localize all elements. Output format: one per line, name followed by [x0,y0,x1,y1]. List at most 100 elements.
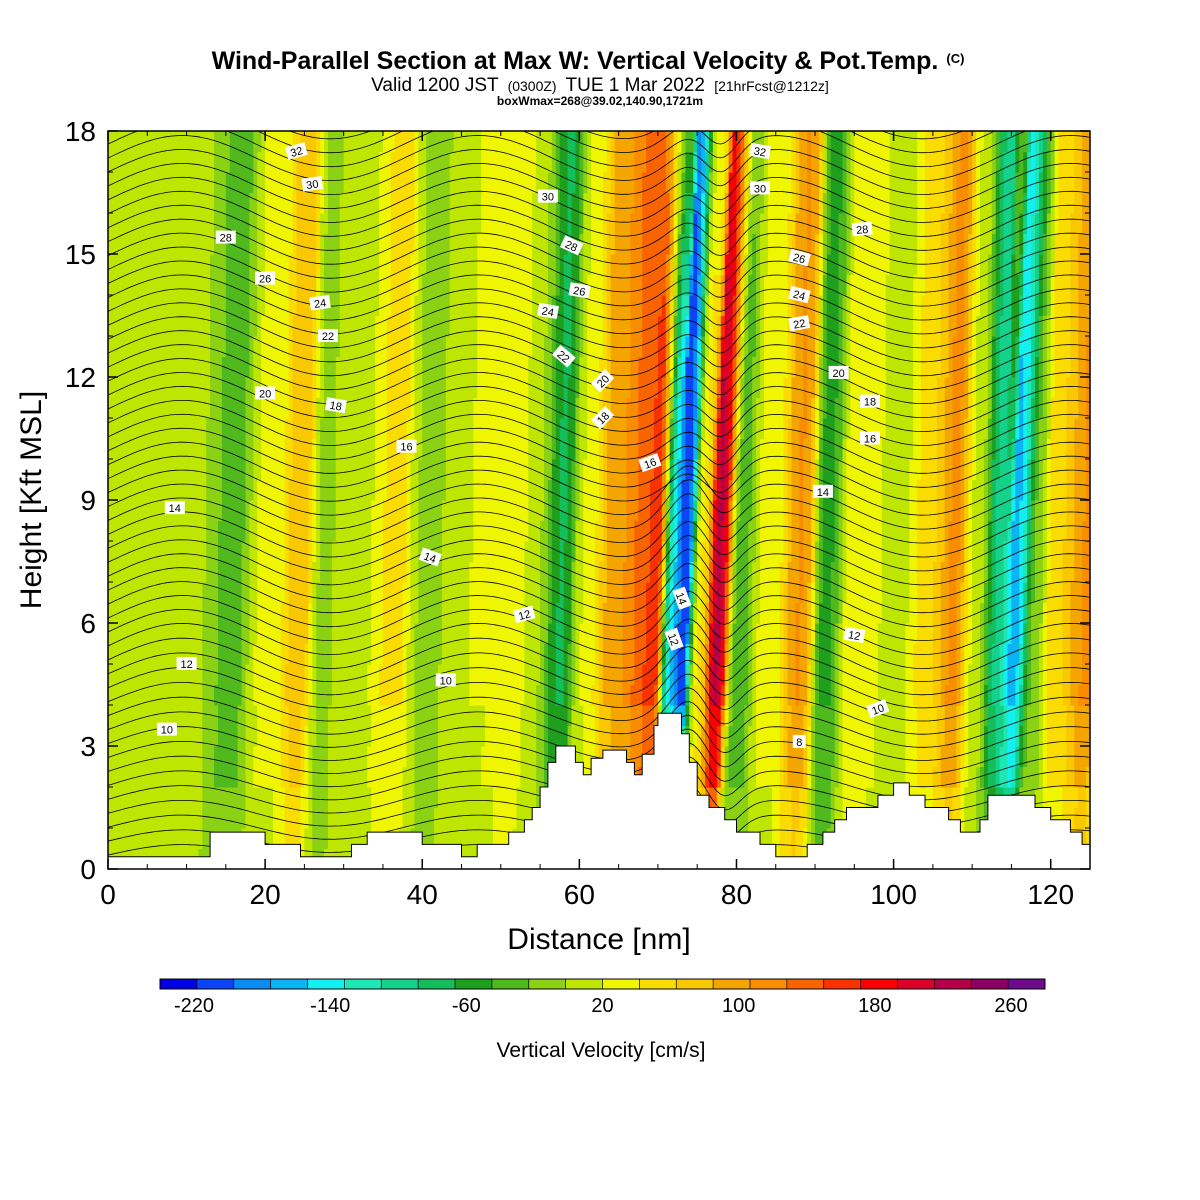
w-cell [166,766,172,788]
w-cell [500,807,506,829]
w-cell [606,479,612,501]
w-cell [371,623,376,645]
w-cell [583,500,588,522]
w-cell [528,520,533,542]
w-cell [520,643,525,665]
w-cell [127,336,133,358]
w-cell [214,151,219,173]
w-cell [300,725,305,747]
w-cell [430,787,435,809]
w-cell [108,643,113,665]
w-cell [245,172,251,194]
w-cell [618,315,624,337]
w-cell [335,172,341,194]
w-cell [237,602,243,624]
w-cell [453,459,459,481]
w-cell [473,520,478,542]
w-cell [131,746,137,768]
w-cell [547,602,553,624]
w-cell [339,684,345,706]
w-cell [496,807,502,829]
w-cell [162,192,168,214]
w-cell [496,520,502,542]
w-cell [166,582,172,604]
w-cell [591,336,596,358]
w-cell [481,438,486,460]
w-cell [288,582,294,604]
w-cell [186,643,192,665]
w-cell [646,561,651,583]
w-cell [331,356,337,378]
w-cell [324,479,329,501]
w-cell [508,459,514,481]
w-cell [382,541,388,563]
w-cell [536,438,541,460]
w-cell [190,582,196,604]
w-cell [449,336,455,358]
w-cell [233,500,239,522]
w-cell [300,766,305,788]
w-cell [214,705,219,727]
w-cell [280,582,286,604]
w-cell [292,643,298,665]
w-cell [335,356,341,378]
w-cell [233,295,239,317]
w-cell [265,233,270,255]
w-cell [504,438,510,460]
w-cell [131,479,137,501]
w-cell [123,315,129,337]
w-cell [595,233,600,255]
w-cell [127,418,133,440]
w-cell [245,623,251,645]
w-cell [182,643,188,665]
w-cell [485,520,490,542]
w-cell [245,725,251,747]
w-cell [272,274,278,296]
w-cell [445,479,451,501]
w-cell [108,192,113,214]
w-cell [135,233,141,255]
w-cell [170,356,176,378]
w-cell [288,213,294,235]
w-cell [485,315,490,337]
w-cell [457,172,463,194]
w-cell [257,418,262,440]
w-cell [265,664,270,686]
w-cell [249,356,254,378]
w-cell [174,582,180,604]
w-cell [214,766,219,788]
w-cell [276,602,282,624]
w-cell [595,479,600,501]
w-cell [426,233,431,255]
w-cell [477,377,482,399]
w-cell [241,418,247,440]
w-cell [339,254,345,276]
w-cell [339,520,345,542]
w-cell [280,725,286,747]
w-cell [327,356,333,378]
w-cell [300,151,305,173]
w-cell [489,213,494,235]
w-cell [186,705,192,727]
w-cell [221,705,227,727]
w-cell [367,213,372,235]
w-cell [316,131,321,153]
w-cell [111,582,117,604]
w-cell [398,336,404,358]
w-cell [481,725,486,747]
w-cell [551,746,557,768]
w-cell [257,356,262,378]
w-cell [618,623,624,645]
w-cell [473,479,478,501]
w-cell [308,725,313,747]
w-cell [520,213,525,235]
w-cell [241,377,247,399]
w-cell [375,623,380,645]
w-cell [406,561,412,583]
w-cell [437,151,443,173]
w-cell [276,664,282,686]
w-cell [602,602,608,624]
w-cell [418,705,423,727]
w-cell [190,479,196,501]
w-cell [579,746,584,768]
